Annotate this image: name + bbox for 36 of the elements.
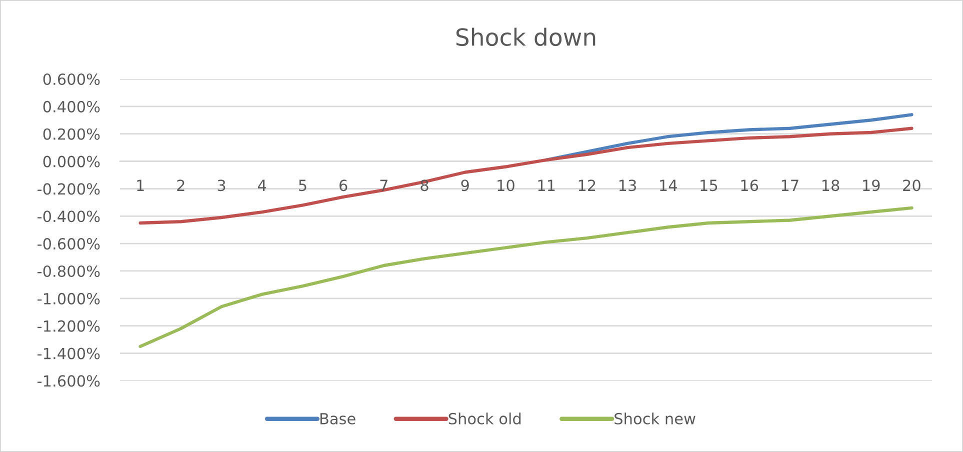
x-tick-label: 19 xyxy=(863,180,880,192)
y-tick-label: -1.600% xyxy=(38,375,100,387)
x-tick-label: 1 xyxy=(137,180,144,191)
x-tick-label: 2 xyxy=(177,180,184,191)
x-tick-label: 18 xyxy=(822,180,840,192)
y-tick-label: -0.400% xyxy=(38,210,100,222)
x-tick-label: 11 xyxy=(538,180,555,191)
legend-label: Shock new xyxy=(614,412,696,424)
y-tick-label: -1.000% xyxy=(38,292,100,304)
y-tick-label: -0.800% xyxy=(38,265,100,278)
x-tick-label: 20 xyxy=(903,180,920,192)
legend-label: Base xyxy=(320,413,356,424)
y-tick-label: 0.600% xyxy=(43,73,100,86)
x-tick-label: 3 xyxy=(218,180,226,192)
x-tick-label: 6 xyxy=(340,180,348,192)
x-tick-label: 17 xyxy=(782,180,798,191)
y-tick-label: 0.000% xyxy=(43,156,100,168)
x-tick-label: 7 xyxy=(380,180,388,191)
x-tick-label: 10 xyxy=(498,180,514,192)
x-tick-label: 5 xyxy=(299,180,306,192)
y-tick-label: -0.600% xyxy=(38,238,100,250)
chart-title: Shock down xyxy=(456,28,596,46)
x-tick-label: 9 xyxy=(461,180,469,192)
x-tick-label: 4 xyxy=(258,180,266,191)
x-tick-label: 16 xyxy=(741,180,758,192)
y-tick-label: -0.200% xyxy=(38,183,100,195)
x-tick-label: 12 xyxy=(578,180,596,191)
y-tick-label: -1.400% xyxy=(38,348,100,360)
y-tick-label: -1.200% xyxy=(38,320,100,332)
x-tick-label: 15 xyxy=(700,180,718,192)
y-tick-label: 0.200% xyxy=(43,128,100,140)
line-series xyxy=(138,206,914,348)
x-tick-label: 14 xyxy=(660,180,677,191)
x-tick-label: 13 xyxy=(619,180,636,192)
y-tick-label: 0.400% xyxy=(43,100,100,112)
legend-label: Shock old xyxy=(448,412,521,424)
